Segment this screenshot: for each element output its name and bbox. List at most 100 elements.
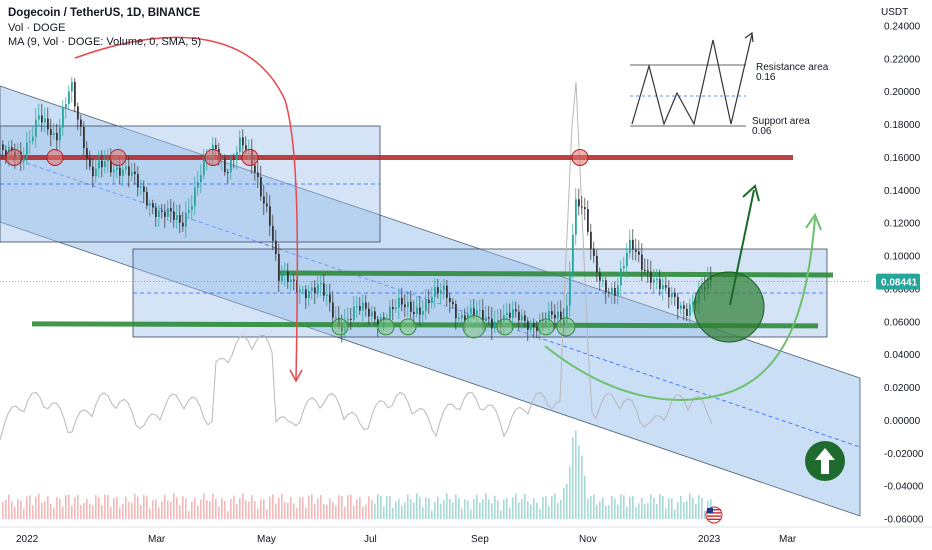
candle-body bbox=[227, 172, 229, 174]
volume-indicator-label[interactable]: Vol · DOGE bbox=[8, 21, 66, 34]
volume-bar bbox=[185, 498, 187, 519]
volume-bar bbox=[89, 503, 91, 519]
volume-bar bbox=[236, 504, 238, 519]
y-axis-tick-label: 0.04000 bbox=[884, 350, 921, 361]
candle-body bbox=[101, 160, 103, 168]
candle-body bbox=[461, 315, 463, 319]
volume-bar bbox=[401, 505, 403, 519]
candle-body bbox=[410, 301, 412, 312]
y-axis-tick-label: 0.00000 bbox=[884, 416, 921, 427]
volume-bar bbox=[494, 495, 496, 519]
volume-ma-line bbox=[0, 81, 713, 441]
volume-bar bbox=[14, 506, 16, 519]
candle-body bbox=[494, 321, 496, 329]
candle-body bbox=[305, 289, 307, 299]
breakout-line bbox=[279, 270, 834, 278]
volume-bar bbox=[335, 505, 337, 519]
candle-body bbox=[464, 315, 466, 322]
candle-body bbox=[83, 126, 85, 149]
volume-bar bbox=[35, 496, 37, 519]
candle-body bbox=[638, 251, 640, 255]
candle-body bbox=[377, 319, 379, 326]
resistance-label: Resistance area bbox=[756, 62, 829, 73]
support-touch-marker bbox=[537, 318, 555, 336]
candle-body bbox=[623, 266, 625, 269]
candle-body bbox=[572, 234, 574, 274]
candle-body bbox=[413, 311, 415, 314]
candle-body bbox=[53, 133, 55, 135]
volume-bar bbox=[455, 494, 457, 519]
support-label: Support area bbox=[752, 116, 810, 127]
candle-body bbox=[146, 191, 148, 206]
volume-bar bbox=[692, 497, 694, 519]
green-straight-arrow bbox=[729, 189, 755, 306]
volume-bar bbox=[545, 496, 547, 519]
volume-bar bbox=[656, 503, 658, 519]
volume-bar bbox=[449, 498, 451, 519]
volume-bar bbox=[323, 504, 325, 519]
volume-bar bbox=[428, 498, 430, 519]
candle-body bbox=[581, 206, 583, 208]
volume-bar bbox=[164, 494, 166, 519]
candle-body bbox=[275, 240, 277, 254]
candle-body bbox=[164, 211, 166, 217]
support-touch-marker bbox=[331, 318, 349, 336]
volume-bar bbox=[524, 493, 526, 519]
volume-bar bbox=[482, 499, 484, 519]
candle-body bbox=[659, 279, 661, 290]
y-axis-tick-label: 0.18000 bbox=[884, 120, 921, 131]
volume-bar bbox=[80, 504, 82, 519]
volume-bar bbox=[563, 488, 565, 519]
candle-body bbox=[389, 307, 391, 320]
candle-body bbox=[62, 108, 64, 128]
volume-bar bbox=[287, 502, 289, 519]
candle-body bbox=[326, 294, 328, 296]
candle-body bbox=[59, 127, 61, 141]
candle-body bbox=[158, 210, 160, 217]
descending-channel bbox=[0, 85, 861, 517]
green-straight-arrow-head bbox=[742, 184, 760, 202]
ma-indicator-label[interactable]: MA (9, Vol · DOGE: Volume, 0, SMA, 5) bbox=[8, 36, 202, 48]
volume-bar bbox=[671, 498, 673, 519]
annotations-layer bbox=[74, 31, 845, 524]
candle-body bbox=[533, 323, 535, 327]
volume-bar bbox=[341, 496, 343, 519]
volume-bar bbox=[197, 505, 199, 519]
volume-bar bbox=[173, 493, 175, 519]
candle-body bbox=[599, 272, 601, 281]
candle-body bbox=[179, 215, 181, 223]
symbol-title[interactable]: Dogecoin / TetherUS, 1D, BINANCE bbox=[8, 7, 201, 19]
volume-bar bbox=[68, 494, 70, 519]
volume-bar bbox=[566, 483, 568, 519]
volume-bar bbox=[257, 508, 259, 519]
volume-bar bbox=[380, 496, 382, 519]
y-axis-tick-label: -0.02000 bbox=[884, 449, 924, 460]
candle-body bbox=[458, 318, 460, 320]
candle-body bbox=[434, 287, 436, 297]
volume-bar bbox=[605, 505, 607, 519]
candle-body bbox=[443, 285, 445, 291]
red-curved-arrow bbox=[74, 36, 299, 381]
volume-bar bbox=[617, 504, 619, 519]
volume-bar bbox=[413, 502, 415, 519]
volume-bar bbox=[329, 498, 331, 519]
candle-body bbox=[44, 118, 46, 123]
volume-bar bbox=[95, 495, 97, 519]
volume-bar bbox=[122, 504, 124, 519]
candle-body bbox=[665, 285, 667, 288]
volume-bar bbox=[476, 494, 478, 519]
candle-body bbox=[350, 318, 352, 320]
candle-body bbox=[353, 306, 355, 320]
candle-body bbox=[557, 311, 559, 319]
volume-bar bbox=[77, 494, 79, 519]
volume-bar bbox=[116, 496, 118, 519]
volume-bar bbox=[662, 496, 664, 519]
candle-body bbox=[143, 186, 145, 192]
candle-body bbox=[155, 207, 157, 217]
candle-body bbox=[203, 159, 205, 176]
volume-bar bbox=[431, 510, 433, 519]
y-axis-tick-label: 0.06000 bbox=[884, 317, 921, 328]
candle-body bbox=[122, 169, 124, 176]
red-arrow-head bbox=[289, 369, 303, 383]
